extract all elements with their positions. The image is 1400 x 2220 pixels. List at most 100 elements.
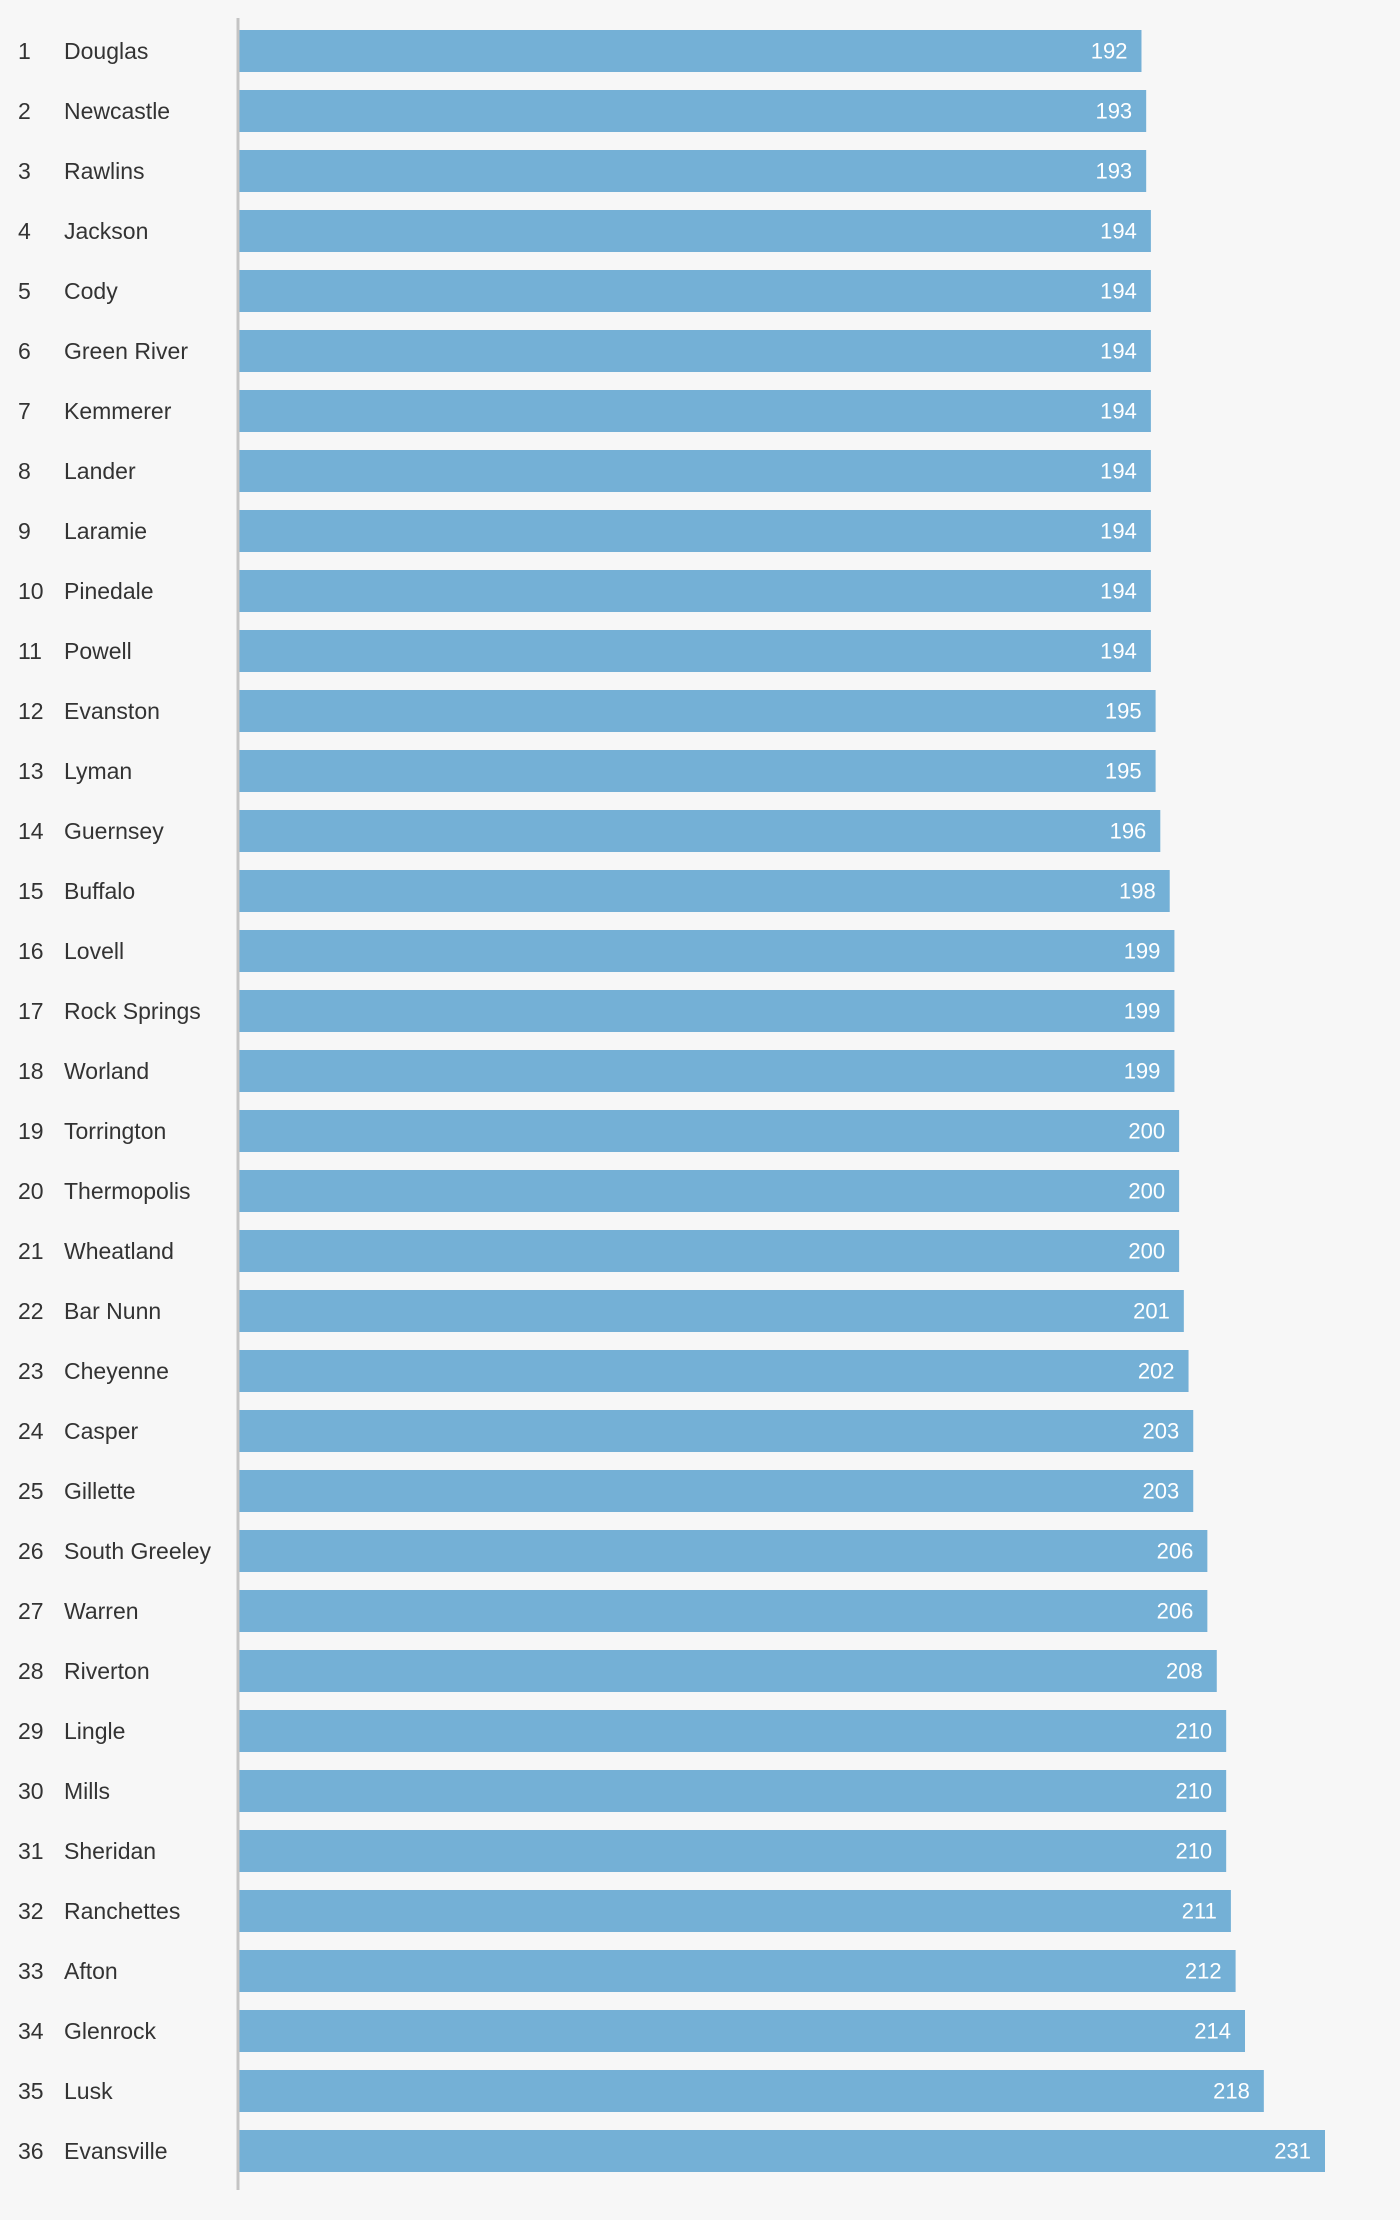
bar bbox=[238, 1830, 1227, 1872]
bar-value-label: 214 bbox=[1194, 2019, 1231, 2044]
category-label: Thermopolis bbox=[64, 1178, 191, 1204]
category-label: Jackson bbox=[64, 218, 148, 244]
rank-label: 13 bbox=[18, 758, 44, 784]
rank-label: 5 bbox=[18, 278, 31, 304]
rank-label: 12 bbox=[18, 698, 44, 724]
category-label: Guernsey bbox=[64, 818, 164, 844]
bar bbox=[238, 1170, 1180, 1212]
bar-value-label: 194 bbox=[1100, 339, 1137, 364]
bar bbox=[238, 990, 1175, 1032]
bar bbox=[238, 2010, 1246, 2052]
category-label: Lusk bbox=[64, 2078, 113, 2104]
bar bbox=[238, 2070, 1264, 2112]
rank-label: 7 bbox=[18, 398, 31, 424]
category-label: Glenrock bbox=[64, 2018, 157, 2044]
rank-label: 14 bbox=[18, 818, 44, 844]
category-label: Wheatland bbox=[64, 1238, 174, 1264]
category-label: Lingle bbox=[64, 1718, 125, 1744]
category-label: Green River bbox=[64, 338, 188, 364]
bar bbox=[238, 930, 1175, 972]
bar-value-label: 194 bbox=[1100, 639, 1137, 664]
rank-label: 11 bbox=[18, 638, 42, 664]
bar bbox=[238, 330, 1151, 372]
category-label: Gillette bbox=[64, 1478, 136, 1504]
bar bbox=[238, 1710, 1227, 1752]
rank-label: 34 bbox=[18, 2018, 44, 2044]
bar-value-label: 206 bbox=[1157, 1599, 1194, 1624]
rank-label: 18 bbox=[18, 1058, 44, 1084]
bar-value-label: 212 bbox=[1185, 1959, 1222, 1984]
bar bbox=[238, 1350, 1189, 1392]
bar-value-label: 231 bbox=[1274, 2139, 1311, 2164]
category-label: Kemmerer bbox=[64, 398, 172, 424]
bar bbox=[238, 870, 1170, 912]
bar-value-label: 210 bbox=[1175, 1719, 1212, 1744]
rank-label: 15 bbox=[18, 878, 44, 904]
bar bbox=[238, 570, 1151, 612]
bar bbox=[238, 1950, 1236, 1992]
bar-value-label: 192 bbox=[1091, 39, 1128, 64]
bars-layer bbox=[238, 30, 1325, 2172]
rank-label: 31 bbox=[18, 1838, 44, 1864]
bar bbox=[238, 1530, 1208, 1572]
bar bbox=[238, 270, 1151, 312]
rank-label: 22 bbox=[18, 1298, 44, 1324]
bar bbox=[238, 750, 1156, 792]
bar-value-label: 206 bbox=[1157, 1539, 1194, 1564]
bar bbox=[238, 1770, 1227, 1812]
rank-label: 28 bbox=[18, 1658, 44, 1684]
bar bbox=[238, 630, 1151, 672]
bar-value-label: 194 bbox=[1100, 219, 1137, 244]
bar bbox=[238, 1650, 1217, 1692]
bar-value-label: 199 bbox=[1124, 1059, 1161, 1084]
category-label: Laramie bbox=[64, 518, 147, 544]
bar-value-label: 201 bbox=[1133, 1299, 1170, 1324]
rank-label: 9 bbox=[18, 518, 31, 544]
bar bbox=[238, 1470, 1194, 1512]
rank-label: 2 bbox=[18, 98, 31, 124]
bar-value-label: 199 bbox=[1124, 939, 1161, 964]
bar-value-label: 200 bbox=[1128, 1119, 1165, 1144]
rank-label: 27 bbox=[18, 1598, 44, 1624]
rank-label: 26 bbox=[18, 1538, 44, 1564]
bar-value-label: 200 bbox=[1128, 1239, 1165, 1264]
rank-label: 3 bbox=[18, 158, 31, 184]
rank-label: 32 bbox=[18, 1898, 44, 1924]
bar-value-label: 211 bbox=[1182, 1899, 1217, 1924]
bar-value-label: 202 bbox=[1138, 1359, 1175, 1384]
bar-value-label: 218 bbox=[1213, 2079, 1250, 2104]
category-label: Warren bbox=[64, 1598, 139, 1624]
rank-label: 23 bbox=[18, 1358, 44, 1384]
category-label: Douglas bbox=[64, 38, 148, 64]
rank-label: 6 bbox=[18, 338, 31, 364]
rank-label: 25 bbox=[18, 1478, 44, 1504]
category-label: Ranchettes bbox=[64, 1898, 180, 1924]
bar-value-label: 193 bbox=[1095, 99, 1132, 124]
bar bbox=[238, 2130, 1325, 2172]
bar bbox=[238, 1290, 1184, 1332]
rank-label: 33 bbox=[18, 1958, 44, 1984]
category-label: Casper bbox=[64, 1418, 138, 1444]
category-label: Newcastle bbox=[64, 98, 170, 124]
category-label: Evanston bbox=[64, 698, 160, 724]
rank-label: 4 bbox=[18, 218, 31, 244]
category-label: Cheyenne bbox=[64, 1358, 169, 1384]
rank-label: 35 bbox=[18, 2078, 44, 2104]
bar bbox=[238, 390, 1151, 432]
bar bbox=[238, 30, 1142, 72]
category-label: South Greeley bbox=[64, 1538, 212, 1564]
bar-value-label: 199 bbox=[1124, 999, 1161, 1024]
bar-value-label: 194 bbox=[1100, 399, 1137, 424]
category-label: Evansville bbox=[64, 2138, 168, 2164]
category-label: Worland bbox=[64, 1058, 149, 1084]
bar bbox=[238, 90, 1147, 132]
category-label: Pinedale bbox=[64, 578, 154, 604]
category-label: Riverton bbox=[64, 1658, 150, 1684]
bar-value-label: 200 bbox=[1128, 1179, 1165, 1204]
rank-label: 24 bbox=[18, 1418, 44, 1444]
category-label: Buffalo bbox=[64, 878, 135, 904]
rank-label: 29 bbox=[18, 1718, 44, 1744]
bar bbox=[238, 1230, 1180, 1272]
rank-label: 20 bbox=[18, 1178, 44, 1204]
